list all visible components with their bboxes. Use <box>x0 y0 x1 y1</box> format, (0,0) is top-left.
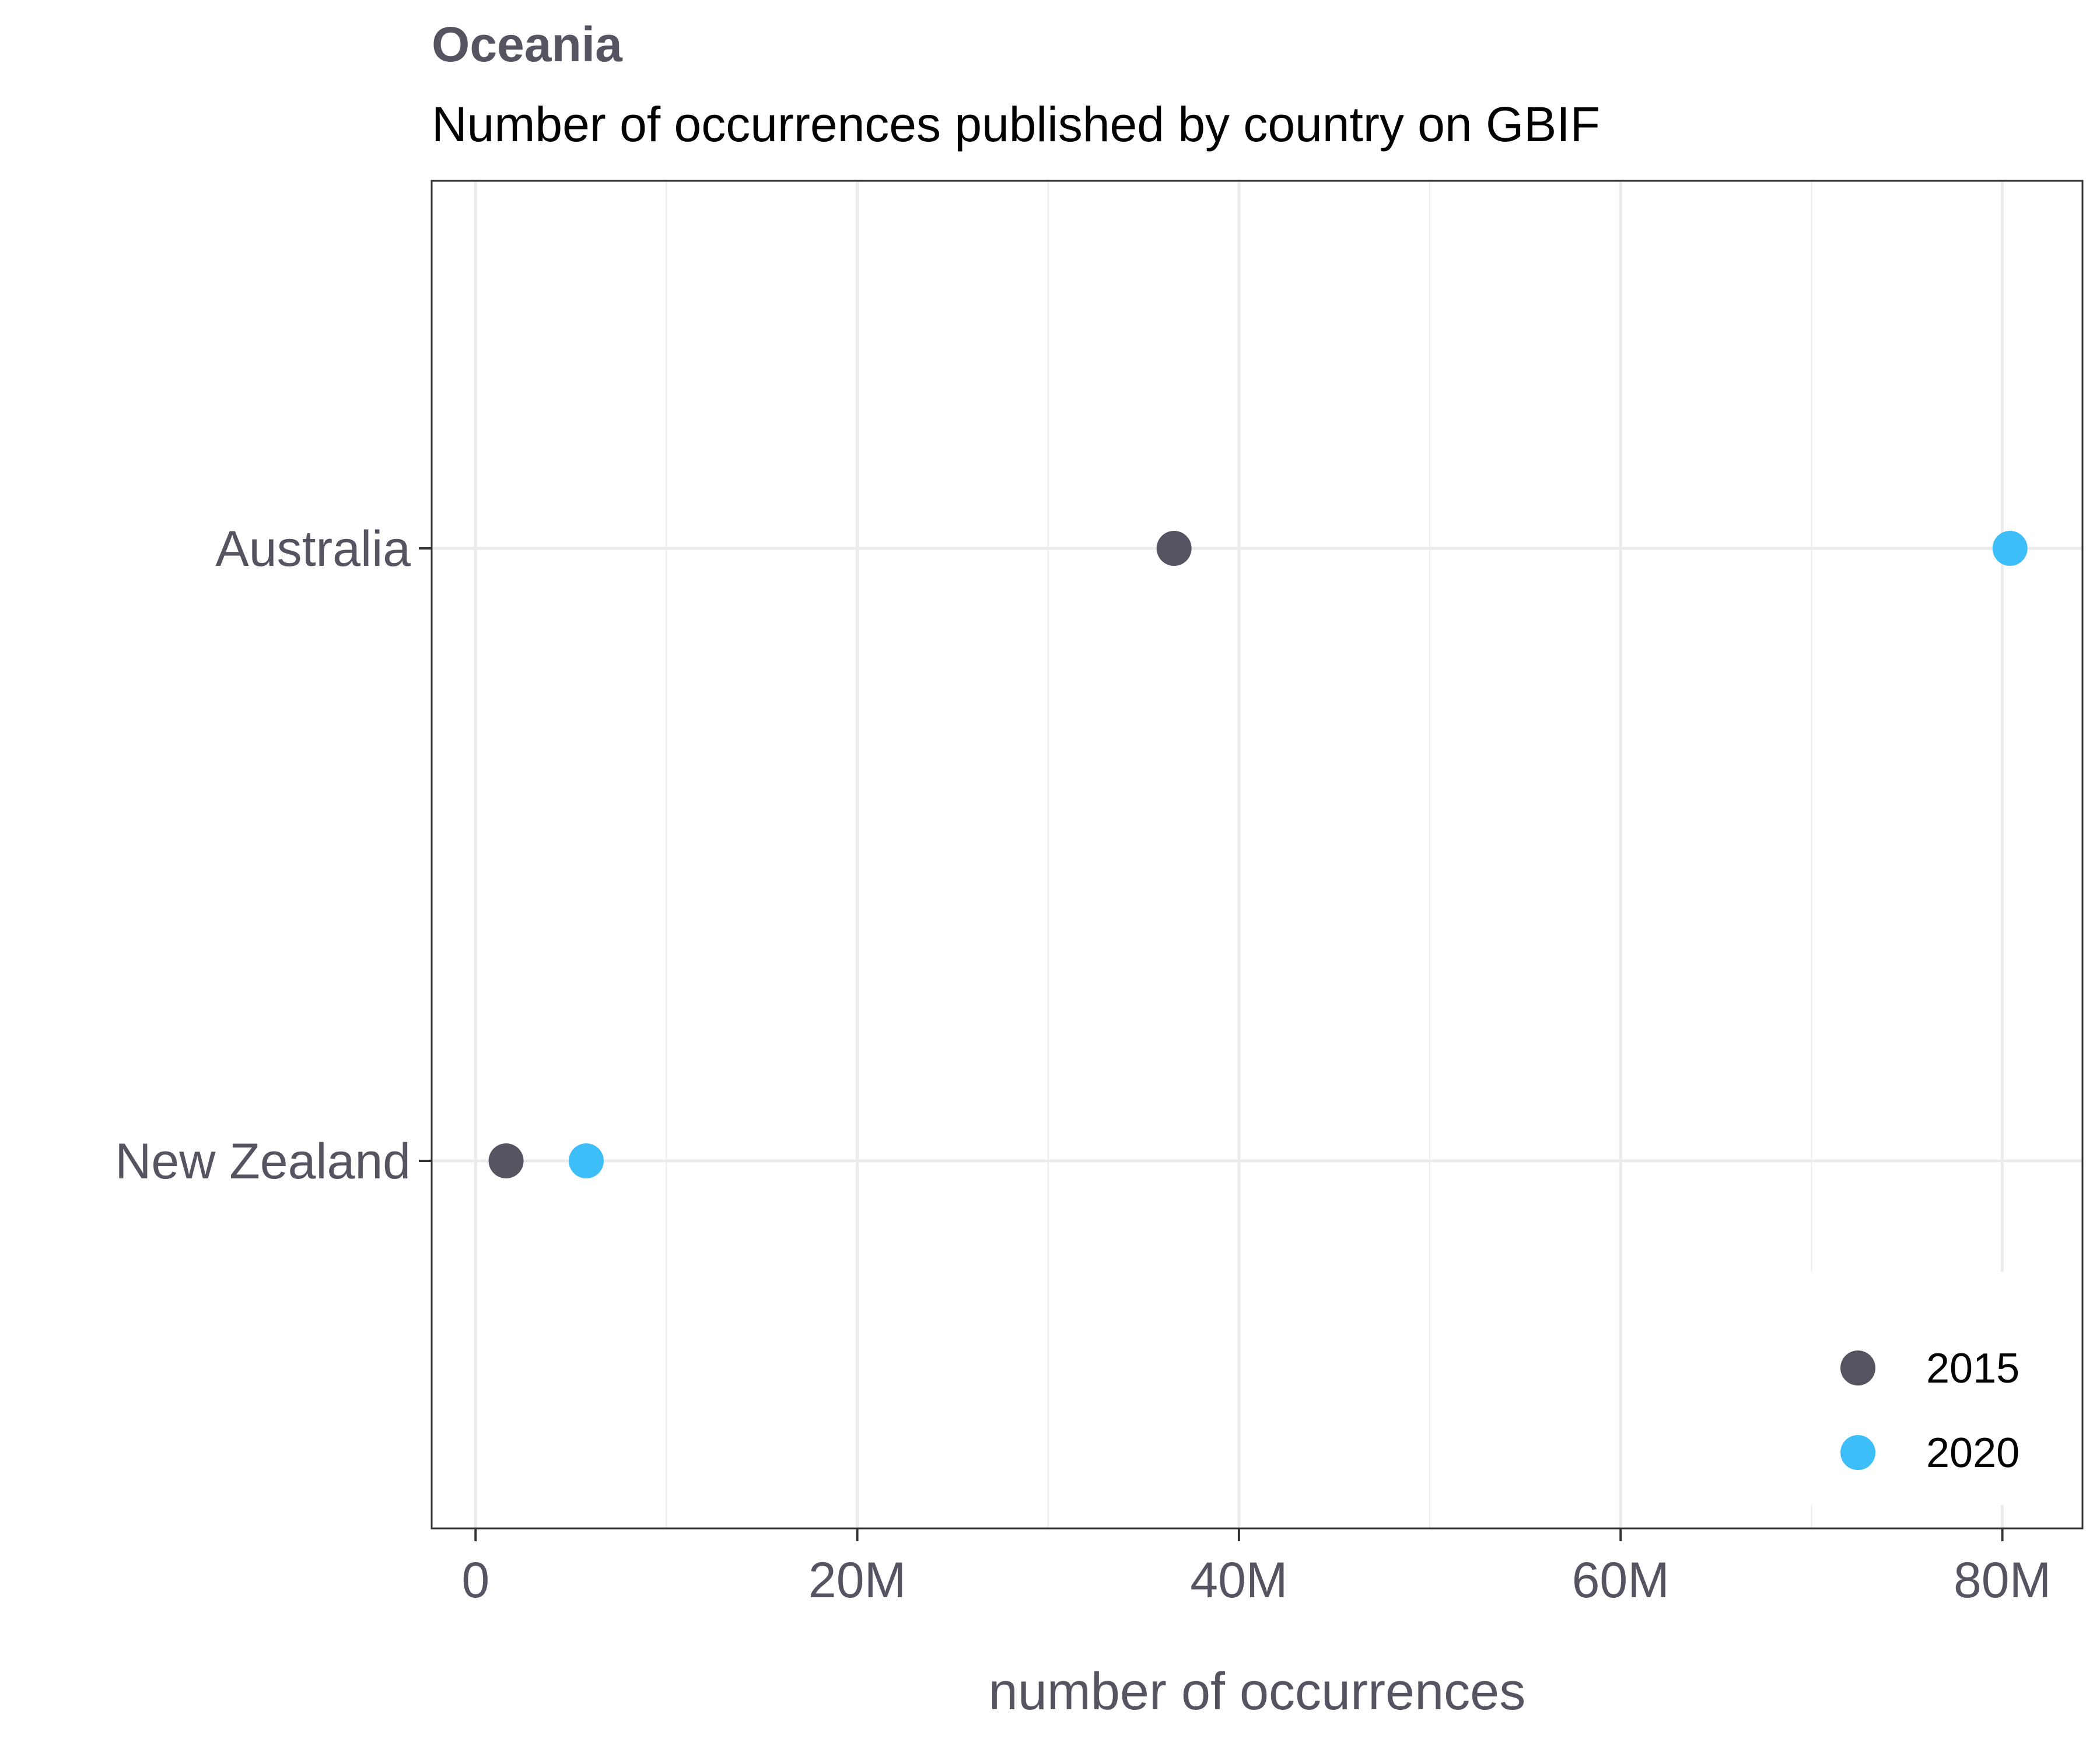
legend-key-2020 <box>1840 1435 1875 1470</box>
x-axis: 0 20M 40M 60M 80M <box>461 1528 2051 1608</box>
legend-key-2015 <box>1840 1350 1875 1385</box>
x-tick-label: 80M <box>1954 1552 2051 1608</box>
x-tick-label: 40M <box>1190 1552 1287 1608</box>
y-tick-label: New Zealand <box>115 1133 411 1189</box>
x-tick-label: 60M <box>1572 1552 1670 1608</box>
data-points <box>488 531 2028 1178</box>
legend-label: 2015 <box>1926 1345 2020 1392</box>
chart-subtitle: Number of occurrences published by count… <box>432 97 1600 152</box>
data-point-2015 <box>1156 531 1192 566</box>
y-tick-label: Australia <box>215 521 411 577</box>
legend: 2015 2020 <box>1808 1272 2077 1505</box>
chart-title: Oceania <box>432 17 623 72</box>
panel-border <box>430 180 2084 1530</box>
data-point-2020 <box>1992 531 2028 566</box>
data-point-2015 <box>488 1143 524 1178</box>
data-point-2020 <box>569 1143 604 1178</box>
x-tick-label: 0 <box>461 1552 489 1608</box>
y-axis: Australia New Zealand <box>115 521 432 1189</box>
x-tick-label: 20M <box>808 1552 906 1608</box>
legend-label: 2020 <box>1926 1430 2020 1476</box>
x-axis-title: number of occurrences <box>989 1663 1525 1721</box>
